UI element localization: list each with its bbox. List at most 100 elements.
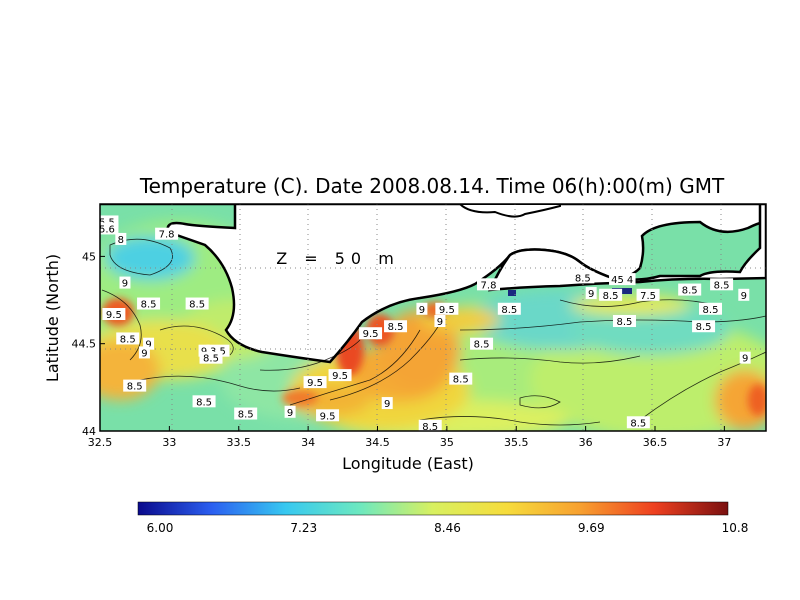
svg-text:8.5: 8.5: [189, 300, 205, 311]
svg-text:9: 9: [742, 354, 748, 365]
y-tick-label: 44.5: [72, 338, 97, 351]
svg-text:45: 45: [611, 275, 624, 286]
contour-label: 8.5: [497, 302, 521, 316]
svg-text:5.6: 5.6: [99, 224, 115, 235]
svg-text:9: 9: [145, 340, 151, 351]
contour-label: 8.5: [692, 320, 716, 333]
contour-labels: 5.55.687.899.58.58.58.5998.593.58.58.58.…: [99, 215, 751, 433]
svg-text:9.5: 9.5: [439, 305, 455, 316]
contour-label: 9.5: [435, 302, 459, 316]
contour-label: 9: [284, 405, 296, 419]
contour-label: 9: [585, 287, 597, 300]
contour-label: 9: [143, 337, 155, 351]
contour-label: 8.5: [699, 302, 722, 316]
contour-label: 8.5: [678, 283, 702, 297]
svg-text:9: 9: [741, 291, 747, 302]
svg-text:9: 9: [141, 348, 147, 359]
x-tick-label: 35.5: [504, 436, 529, 449]
svg-text:8.5: 8.5: [474, 340, 490, 351]
y-tick-label: 45: [82, 250, 96, 263]
x-tick-label: 32.5: [88, 436, 113, 449]
svg-text:9: 9: [437, 317, 443, 328]
crimea-land: [100, 204, 766, 364]
svg-text:9: 9: [588, 289, 594, 300]
contour-label: 7.8: [477, 278, 500, 291]
svg-text:8.5: 8.5: [238, 410, 254, 421]
chart-title: Temperature (C). Date 2008.08.14. Time 0…: [139, 174, 725, 198]
svg-text:9.5: 9.5: [332, 371, 348, 382]
y-axis-label: Latitude (North): [43, 254, 62, 382]
contour-label: 8.5: [710, 278, 734, 291]
svg-text:9: 9: [287, 408, 293, 419]
svg-text:8.5: 8.5: [703, 305, 719, 316]
x-axis-ticks: 32.5 33 33.5 34 34.5 35 35.5 36 36.5 37: [88, 426, 731, 449]
svg-text:9.5: 9.5: [363, 329, 379, 340]
x-tick-label: 34: [301, 436, 315, 449]
contour-label: 4: [624, 273, 636, 286]
svg-text:8.5: 8.5: [682, 286, 698, 297]
contour-label: 8.5: [185, 297, 209, 311]
contour-label: 9: [434, 314, 446, 328]
contour-label: 8.5: [626, 416, 650, 429]
contour-label: 9: [138, 346, 150, 359]
x-tick-label: 34.5: [365, 436, 390, 449]
svg-text:7.8: 7.8: [481, 280, 497, 291]
contour-label: 8.5: [418, 419, 442, 433]
svg-text:8.5: 8.5: [603, 291, 619, 302]
x-axis-label: Longitude (East): [342, 454, 474, 473]
svg-text:8.5: 8.5: [127, 382, 143, 393]
x-tick-label: 37: [717, 436, 731, 449]
contour-label: 9.5: [102, 308, 126, 321]
contour-label: 8.5: [470, 337, 494, 351]
contour-label: 45: [609, 273, 627, 286]
svg-text:7.8: 7.8: [159, 230, 175, 241]
svg-text:8.5: 8.5: [617, 317, 633, 328]
colorbar-tick-label: 9.69: [578, 521, 605, 535]
contour-label: 8.5: [599, 288, 623, 302]
svg-text:8.5: 8.5: [501, 305, 517, 316]
contour-label: 8.5: [234, 407, 258, 421]
contour-label: 9: [416, 302, 428, 316]
contour-label: 8.5: [137, 297, 161, 311]
colorbar-tick-labels: 6.00 7.23 8.46 9.69 10.8: [147, 521, 749, 535]
contour-label: 8.5: [449, 372, 473, 386]
svg-text:8.5: 8.5: [120, 334, 136, 345]
svg-text:7.5: 7.5: [640, 291, 656, 302]
svg-text:8.5: 8.5: [714, 280, 730, 291]
azov-water: [458, 204, 561, 218]
svg-text:8.5: 8.5: [422, 422, 438, 433]
colorbar-tick-label: 7.23: [290, 521, 317, 535]
contour-label: 9: [738, 288, 750, 302]
contour-label: 9.5: [303, 376, 327, 389]
x-tick-label: 33: [162, 436, 176, 449]
svg-text:8.5: 8.5: [696, 322, 712, 333]
contour-label: 9: [739, 351, 751, 365]
plot-frame: [99, 203, 767, 432]
contour-label: 7.8: [155, 227, 179, 241]
colorbar-tick-label: 10.8: [722, 521, 749, 535]
contour-label: 8.5: [384, 320, 408, 333]
contour-label: 8.5: [116, 332, 140, 345]
svg-text:8.5: 8.5: [388, 322, 404, 333]
y-tick-label: 44: [82, 425, 96, 438]
svg-text:8.5: 8.5: [630, 418, 646, 429]
depth-annotation: Z = 50 m: [276, 249, 400, 268]
contour-label: 8.5: [199, 351, 223, 365]
contour-label: 8: [115, 232, 127, 246]
contour-label: 7.5: [636, 288, 660, 302]
x-tick-label: 35: [440, 436, 454, 449]
svg-text:8.5: 8.5: [141, 300, 157, 311]
svg-text:4: 4: [627, 275, 633, 286]
contour-label: 8.5: [123, 379, 147, 393]
contour-label: 8.5: [612, 314, 636, 328]
svg-text:9.5: 9.5: [307, 378, 323, 389]
y-axis-ticks: 44 44.5 45: [72, 250, 105, 438]
contour-label: 9.5: [316, 409, 340, 422]
colorbar: [137, 501, 729, 516]
svg-text:9: 9: [122, 279, 128, 290]
temperature-field: 5.55.687.899.58.58.58.5998.593.58.58.58.…: [99, 204, 766, 433]
contour-label: 8.5: [192, 395, 216, 408]
svg-text:8.5: 8.5: [196, 397, 212, 408]
svg-text:9: 9: [419, 305, 425, 316]
